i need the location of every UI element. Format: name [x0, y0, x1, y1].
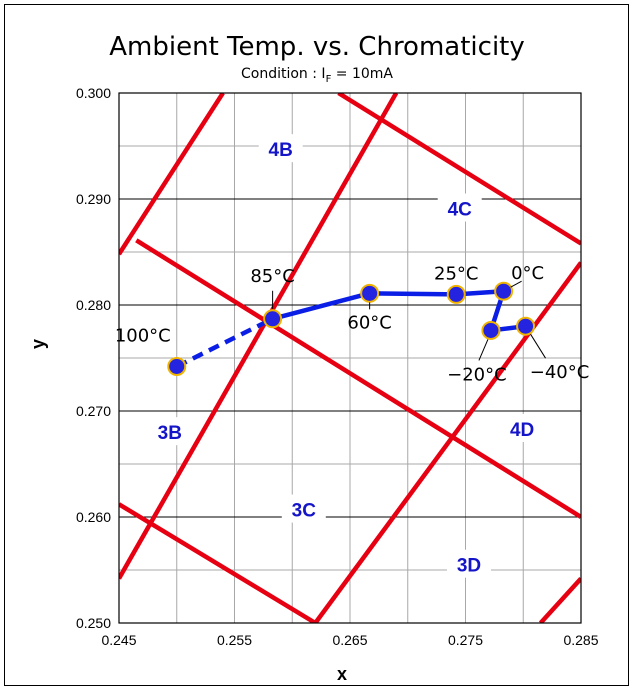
x-axis-label: x: [337, 664, 347, 684]
region-label: 4D: [510, 420, 534, 441]
chart-title: Ambient Temp. vs. Chromaticity: [109, 32, 525, 62]
bin-boundaries: [119, 93, 581, 623]
x-tick-label: 0.245: [101, 632, 136, 648]
data-point: [446, 284, 466, 304]
region-label-bg: [147, 417, 192, 446]
point-label: 100°C: [115, 325, 171, 346]
data-point: [360, 283, 380, 303]
point-label: −40°C: [530, 362, 590, 383]
y-tick-label: 0.280: [76, 297, 111, 313]
region-label: 4B: [269, 140, 293, 161]
x-tick-label: 0.275: [448, 632, 483, 648]
region-label-bg: [258, 134, 303, 163]
point-label: 85°C: [250, 266, 294, 287]
data-point: [494, 281, 514, 301]
y-tick-label: 0.290: [76, 191, 111, 207]
point-label: 0°C: [511, 263, 544, 284]
label-leader: [478, 339, 489, 361]
data-series: [167, 281, 536, 376]
label-leader: [530, 333, 546, 359]
bin-boundary-line: [119, 93, 225, 256]
region-label-bg: [281, 494, 326, 523]
series-line: [272, 288, 504, 321]
tick-labels: 0.245 0.255 0.265 0.275 0.285 0.250 0.260 0.270…: [76, 85, 599, 648]
point-label: 60°C: [347, 312, 391, 333]
data-point: [167, 356, 187, 376]
bin-boundary-line: [313, 261, 581, 623]
bin-boundary-line: [337, 93, 581, 246]
region-label: 3B: [158, 423, 182, 444]
region-label-bg: [500, 414, 545, 443]
y-tick-label: 0.260: [76, 509, 111, 525]
region-label: 3D: [457, 556, 481, 577]
x-tick-label: 0.285: [563, 632, 598, 648]
region-label: 4C: [448, 200, 473, 221]
point-label: 25°C: [434, 263, 478, 284]
data-point: [263, 309, 283, 329]
x-tick-label: 0.265: [332, 632, 367, 648]
x-tick-label: 0.255: [217, 632, 252, 648]
y-axis-label: y: [28, 339, 48, 349]
data-point: [481, 320, 501, 340]
bin-boundary-line: [119, 502, 317, 623]
y-tick-label: 0.270: [76, 403, 111, 419]
label-leader: [510, 280, 522, 288]
bin-boundary-line: [538, 576, 581, 623]
y-tick-label: 0.300: [76, 85, 111, 101]
bin-boundary-line: [119, 93, 399, 580]
region-label-bg: [437, 193, 482, 222]
plot-border: [118, 92, 582, 624]
bin-boundary-line: [135, 238, 581, 519]
y-tick-label: 0.250: [76, 615, 111, 631]
region-label: 3C: [292, 501, 317, 522]
point-label: −20°C: [447, 364, 507, 385]
data-point: [516, 316, 536, 336]
chart-subtitle: Condition : IF = 10mA: [241, 66, 393, 85]
region-label-bg: [446, 549, 491, 578]
grid: [119, 93, 581, 623]
point-labels: 100°C 85°C 60°C 25°C 0°C −20°C −40°C: [115, 263, 590, 385]
bin-region-labels: 4B 4C 3B 4D 3C 3D: [147, 134, 545, 578]
